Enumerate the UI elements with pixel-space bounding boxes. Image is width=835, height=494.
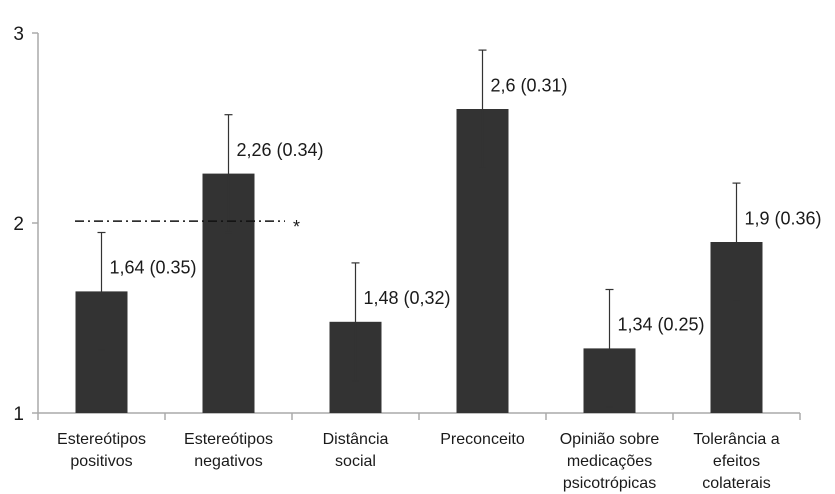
y-tick-label: 1 <box>13 404 24 425</box>
reference-line-group: * <box>75 217 300 237</box>
category-label: negativos <box>194 453 263 470</box>
category-label: colaterais <box>702 475 770 492</box>
category-labels-group: Estereótipos positivos Estereótipos negativ… <box>57 431 780 492</box>
category-label: Estereótipos <box>57 431 146 448</box>
reference-line-marker: * <box>293 217 300 237</box>
data-label: 1,34 (0.25) <box>618 315 705 335</box>
data-label: 1,48 (0,32) <box>364 288 451 308</box>
bars-group <box>75 109 763 413</box>
category-label: Tolerância a <box>693 431 779 448</box>
data-label: 1,9 (0.36) <box>745 208 822 228</box>
category-label: efeitos <box>713 453 760 470</box>
category-label: medicações <box>567 453 652 470</box>
data-label: 2,6 (0.31) <box>491 75 568 95</box>
data-label: 2,26 (0.34) <box>237 140 324 160</box>
category-label: Estereótipos <box>184 431 273 448</box>
chart-axes <box>32 32 801 420</box>
data-labels-group: 1,64 (0.35) 2,26 (0.34) 1,48 (0,32) 2,6 (0.… <box>110 75 822 334</box>
y-tick-label: 2 <box>13 214 24 235</box>
y-tick-labels-group: 1 2 3 <box>13 24 24 425</box>
category-label: positivos <box>70 453 132 470</box>
category-label: psicotrópicas <box>563 475 656 492</box>
error-bars-group <box>97 49 741 408</box>
category-label: Distância <box>323 431 389 448</box>
y-tick-label: 3 <box>13 24 24 45</box>
data-label: 1,64 (0.35) <box>110 258 197 278</box>
category-label: Opinião sobre <box>560 431 660 448</box>
category-label: Preconceito <box>440 431 525 448</box>
category-label: social <box>335 453 376 470</box>
